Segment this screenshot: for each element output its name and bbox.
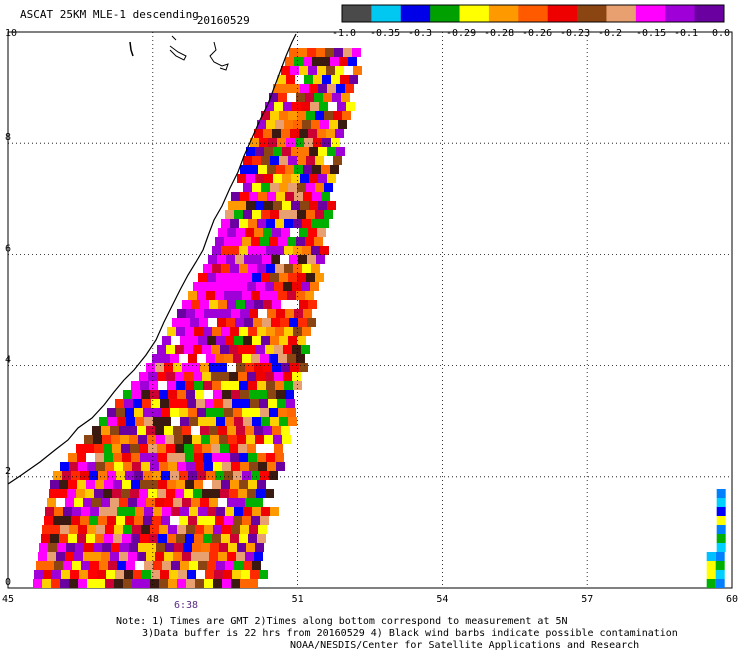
- y-tick-label: 6: [5, 243, 11, 254]
- colorbar-swatch: [488, 5, 519, 22]
- x-tick-label: 57: [581, 594, 593, 605]
- note-line-2: 3)Data buffer is 22 hrs from 20160529 4)…: [142, 628, 678, 639]
- product-title: ASCAT 25KM MLE-1 descending: [20, 8, 199, 21]
- y-tick-label: 2: [5, 466, 11, 477]
- colorbar-swatch: [694, 5, 725, 22]
- axis-labels: 45 48 51 54 57 60 0 2 4 6 8 10: [2, 28, 738, 605]
- island-outline: [129, 41, 134, 57]
- colorbar-swatch: [547, 5, 578, 22]
- colorbar-swatch: [577, 5, 607, 22]
- map-title: ASCAT 25KM MLE-1 descending20160529: [20, 8, 250, 27]
- colorbar: [341, 4, 725, 23]
- colorbar-swatch: [635, 5, 666, 22]
- colorbar-label: -0.26: [522, 28, 552, 39]
- coastline: [7, 33, 297, 485]
- colorbar-swatch: [371, 5, 402, 22]
- colorbar-label: -0.3: [408, 28, 432, 39]
- map-frame: [7, 31, 733, 589]
- swath-cells: [33, 48, 726, 588]
- colorbar-label: -0.29: [446, 28, 476, 39]
- colorbar-swatch: [665, 5, 696, 22]
- island-outline: [169, 35, 187, 61]
- note-line-1: Note: 1) Times are GMT 2)Times along bot…: [116, 616, 568, 627]
- note-line-3: NOAA/NESDIS/Center for Satellite Applica…: [290, 640, 640, 651]
- lat-lon-grid: [8, 32, 732, 588]
- colorbar-swatch: [459, 5, 490, 22]
- x-tick-label: 60: [726, 594, 738, 605]
- colorbar-label: 0.0: [712, 28, 730, 39]
- colorbar-label: -0.23: [560, 28, 590, 39]
- colorbar-swatch: [518, 5, 549, 22]
- time-label: 6:38: [174, 600, 199, 611]
- x-tick-label: 45: [2, 594, 14, 605]
- colorbar-label: -0.28: [484, 28, 514, 39]
- colorbar-label: -0.2: [598, 28, 622, 39]
- colorbar-label: -0.35: [370, 28, 400, 39]
- y-tick-label: 10: [5, 28, 17, 39]
- colorbar-swatch: [342, 5, 372, 22]
- y-tick-label: 4: [5, 355, 11, 366]
- date-label: 20160529: [196, 14, 250, 27]
- colorbar-labels: -1.0 -0.35 -0.3 -0.29 -0.28 -0.26 -0.23 -0.2 -0.…: [332, 28, 730, 39]
- island-outline: [209, 41, 229, 71]
- x-tick-label: 54: [436, 594, 448, 605]
- y-tick-label: 8: [5, 132, 11, 143]
- colorbar-swatch: [430, 5, 461, 22]
- x-tick-label: 51: [292, 594, 304, 605]
- y-tick-label: 0: [5, 577, 11, 588]
- colorbar-label: -1.0: [332, 28, 356, 39]
- colorbar-label: -0.1: [674, 28, 698, 39]
- colorbar-swatch: [606, 5, 637, 22]
- x-tick-label: 48: [147, 594, 159, 605]
- colorbar-swatch: [400, 5, 431, 22]
- colorbar-label: -0.15: [636, 28, 666, 39]
